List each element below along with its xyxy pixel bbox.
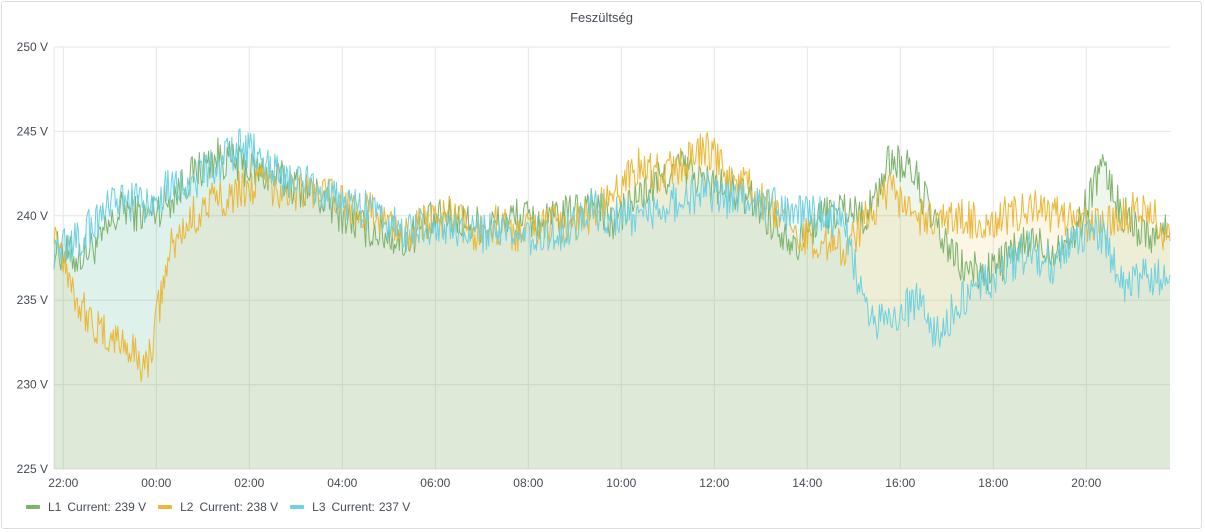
- legend-current-value: 238 V: [246, 500, 279, 514]
- chart-legend: L1 Current: 239 V L2 Current: 238 V L3 C…: [26, 498, 422, 516]
- series-area-l3: [54, 128, 1170, 469]
- x-tick-label: 00:00: [141, 476, 171, 490]
- legend-series-name: L3: [312, 500, 326, 514]
- legend-series-name: L1: [48, 500, 62, 514]
- series-line-l2: [53, 131, 1171, 383]
- x-tick-label: 16:00: [885, 476, 915, 490]
- x-tick-label: 12:00: [699, 476, 729, 490]
- y-tick-label: 250 V: [17, 40, 48, 54]
- x-tick-label: 20:00: [1071, 476, 1101, 490]
- y-tick-label: 230 V: [17, 378, 48, 392]
- y-tick-label: 245 V: [17, 124, 48, 138]
- legend-current-value: 237 V: [378, 500, 411, 514]
- legend-swatch-l2: [158, 505, 173, 509]
- legend-current-value: 239 V: [114, 500, 147, 514]
- legend-current-label: Current:: [331, 500, 375, 514]
- y-tick-label: 225 V: [17, 462, 48, 476]
- series-line-l1: [53, 137, 1171, 291]
- series-area-l1: [54, 137, 1170, 469]
- legend-current-label: Current:: [199, 500, 243, 514]
- x-tick-label: 02:00: [234, 476, 264, 490]
- x-tick-label: 10:00: [606, 476, 636, 490]
- y-tick-label: 235 V: [17, 293, 48, 307]
- legend-item-l3[interactable]: L3 Current: 237 V: [290, 500, 410, 514]
- legend-swatch-l1: [26, 505, 40, 509]
- chart-areas: [54, 128, 1170, 470]
- x-tick-label: 22:00: [48, 476, 78, 490]
- series-area-l2: [54, 132, 1170, 470]
- x-tick-label: 14:00: [792, 476, 822, 490]
- legend-current-label: Current:: [67, 500, 111, 514]
- legend-swatch-l3: [290, 505, 305, 509]
- x-axis: 22:00 00:00 02:00 04:00 06:00 08:00 10:00 12:00…: [48, 476, 1101, 490]
- legend-series-name: L2: [180, 500, 194, 514]
- legend-item-l2[interactable]: L2 Current: 238 V: [158, 500, 278, 514]
- panel-title[interactable]: Feszültség: [570, 10, 633, 25]
- x-tick-label: 18:00: [978, 476, 1008, 490]
- legend-item-l1[interactable]: L1 Current: 239 V: [26, 500, 146, 514]
- x-tick-label: 04:00: [327, 476, 357, 490]
- series-line-l3: [53, 128, 1171, 348]
- y-axis: 250 V 245 V 240 V 235 V 230 V 225 V: [17, 40, 48, 476]
- x-tick-label: 08:00: [513, 476, 543, 490]
- x-tick-label: 06:00: [420, 476, 450, 490]
- chart-lines: [53, 128, 1171, 383]
- y-tick-label: 240 V: [17, 209, 48, 223]
